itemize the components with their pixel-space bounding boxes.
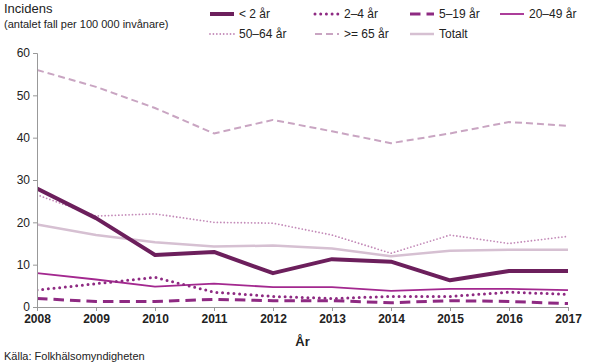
x-tick-label: 2010 bbox=[142, 312, 169, 326]
legend: < 2 år 2–4 år 5–19 år 20–49 år 50–64 år >= 65… bbox=[210, 7, 576, 41]
y-axis: 0102030405060 bbox=[17, 46, 38, 314]
y-tick-mark bbox=[33, 222, 37, 223]
source: Källa: Folkhälsomyndigheten bbox=[4, 350, 145, 362]
legend-swatch bbox=[410, 13, 434, 16]
x-tick: 2013 bbox=[319, 307, 346, 326]
x-tick-mark bbox=[568, 307, 569, 311]
legend-label: 5–19 år bbox=[439, 7, 480, 21]
legend-item: Totalt bbox=[410, 27, 468, 41]
legend-swatch bbox=[315, 13, 339, 16]
legend-label: 2–4 år bbox=[344, 7, 378, 21]
legend-label: 50–64 år bbox=[239, 27, 286, 41]
x-tick-mark bbox=[332, 307, 333, 311]
x-tick-mark bbox=[509, 307, 510, 311]
y-tick-label: 10 bbox=[17, 258, 31, 272]
x-tick: 2016 bbox=[496, 307, 523, 326]
x-tick: 2009 bbox=[83, 307, 110, 326]
x-tick-label: 2013 bbox=[319, 312, 346, 326]
y-tick: 10 bbox=[17, 258, 37, 272]
legend-label: < 2 år bbox=[239, 7, 270, 21]
x-axis-title: År bbox=[295, 334, 309, 349]
legend-label: >= 65 år bbox=[344, 27, 389, 41]
chart: 0102030405060200820092010201120122013201… bbox=[0, 0, 590, 363]
x-axis-line bbox=[38, 308, 569, 312]
x-tick-label: 2014 bbox=[378, 312, 405, 326]
y-tick-mark bbox=[33, 138, 37, 139]
legend-swatch bbox=[210, 12, 234, 16]
legend-swatch bbox=[410, 33, 434, 36]
legend-item: < 2 år bbox=[210, 7, 270, 21]
y-tick: 30 bbox=[17, 173, 37, 187]
y-tick: 40 bbox=[17, 131, 37, 145]
y-tick: 50 bbox=[17, 89, 37, 103]
x-tick: 2008 bbox=[24, 307, 51, 326]
legend-item: 5–19 år bbox=[410, 7, 480, 21]
x-tick-mark bbox=[155, 307, 156, 311]
series-line bbox=[37, 195, 568, 253]
x-tick-mark bbox=[37, 307, 38, 311]
series-line bbox=[37, 277, 568, 298]
legend-swatch bbox=[315, 33, 339, 35]
x-tick-label: 2008 bbox=[24, 312, 51, 326]
legend-swatch bbox=[210, 33, 234, 35]
y-axis-line bbox=[33, 54, 38, 308]
x-tick: 2010 bbox=[142, 307, 169, 326]
x-tick-label: 2016 bbox=[496, 312, 523, 326]
y-tick: 60 bbox=[17, 46, 37, 60]
x-tick: 2017 bbox=[555, 307, 582, 326]
x-tick-mark bbox=[214, 307, 215, 311]
legend-label: 20–49 år bbox=[529, 7, 576, 21]
legend-swatch bbox=[500, 13, 524, 15]
x-tick-label: 2012 bbox=[260, 312, 287, 326]
y-tick-mark bbox=[33, 95, 37, 96]
x-tick-label: 2017 bbox=[555, 312, 582, 326]
x-tick-label: 2009 bbox=[83, 312, 110, 326]
y-tick-mark bbox=[33, 180, 37, 181]
x-tick-mark bbox=[450, 307, 451, 311]
y-tick-mark bbox=[33, 265, 37, 266]
x-tick-label: 2015 bbox=[437, 312, 464, 326]
y-tick-label: 50 bbox=[17, 89, 31, 103]
x-tick: 2014 bbox=[378, 307, 405, 326]
x-tick-mark bbox=[96, 307, 97, 311]
y-tick-mark bbox=[33, 307, 37, 308]
lines bbox=[37, 70, 568, 304]
x-tick: 2012 bbox=[260, 307, 287, 326]
series-line bbox=[37, 299, 568, 304]
legend-item: >= 65 år bbox=[315, 27, 389, 41]
x-tick-mark bbox=[391, 307, 392, 311]
y-tick-label: 20 bbox=[17, 216, 31, 230]
x-tick: 2015 bbox=[437, 307, 464, 326]
x-tick-label: 2011 bbox=[201, 312, 227, 326]
series-line bbox=[37, 188, 568, 280]
y-axis-title: (antalet fall per 100 000 invånare) bbox=[4, 18, 169, 30]
x-tick-mark bbox=[273, 307, 274, 311]
x-tick: 2011 bbox=[201, 307, 227, 326]
y-tick-mark bbox=[33, 53, 37, 54]
y-tick-label: 40 bbox=[17, 131, 31, 145]
y-axis-title: Incidens bbox=[4, 1, 53, 16]
series-line bbox=[37, 70, 568, 143]
legend-item: 50–64 år bbox=[210, 27, 286, 41]
y-tick-label: 60 bbox=[17, 46, 31, 60]
legend-label: Totalt bbox=[439, 27, 468, 41]
x-axis: 2008 2009 2010 2011 2012 2013 2014 2015 2016 2017 bbox=[24, 307, 582, 326]
y-tick: 20 bbox=[17, 216, 37, 230]
legend-item: 20–49 år bbox=[500, 7, 576, 21]
legend-item: 2–4 år bbox=[315, 7, 378, 21]
y-tick-label: 30 bbox=[17, 173, 31, 187]
